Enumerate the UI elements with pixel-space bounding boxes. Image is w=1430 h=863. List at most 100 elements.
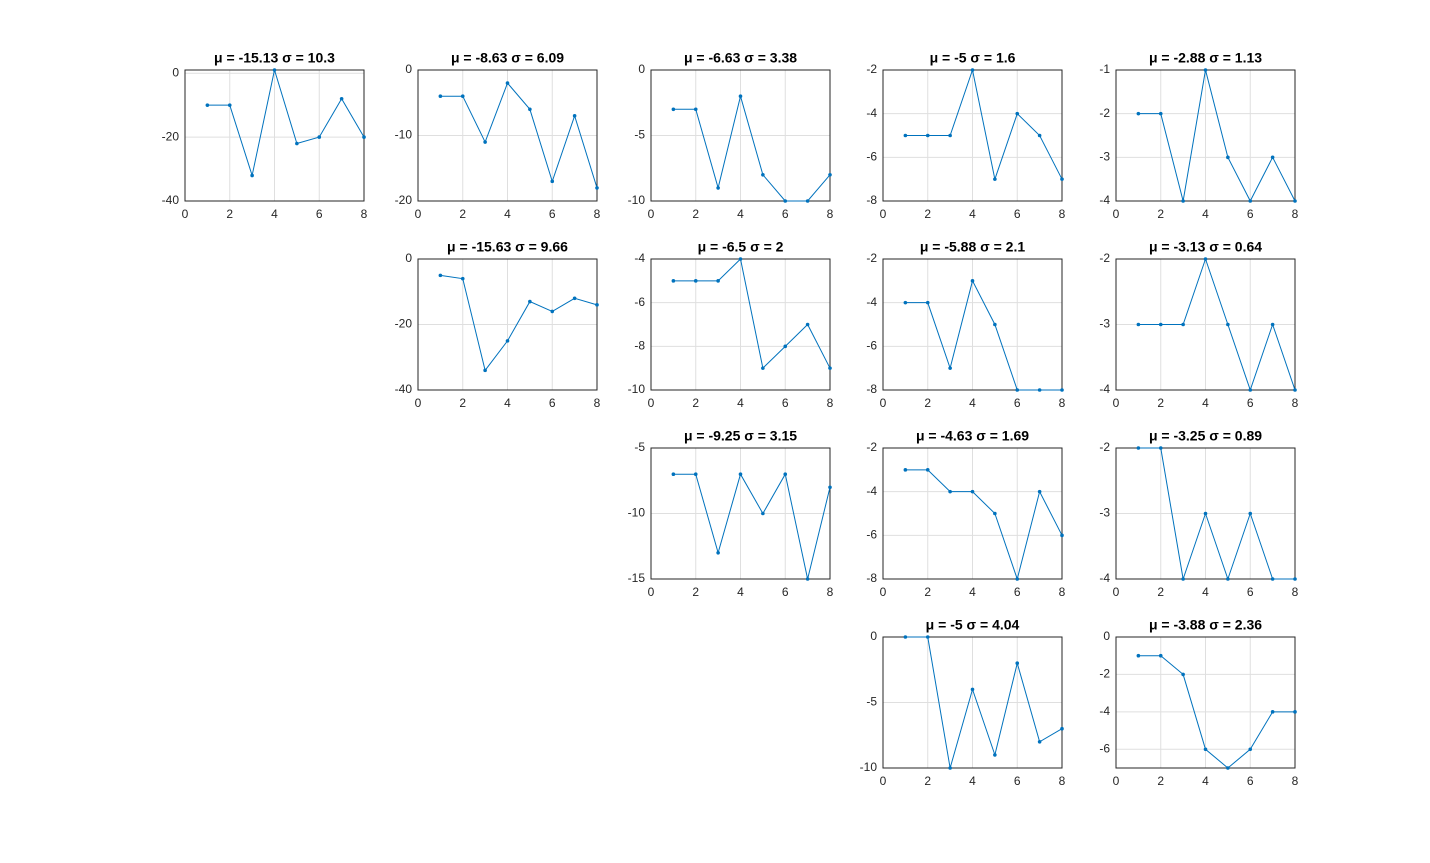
x-tick-label: 6 [316, 207, 323, 221]
x-tick-label: 4 [969, 207, 976, 221]
data-point [738, 94, 743, 98]
data-point [805, 199, 810, 203]
data-point [1158, 111, 1163, 116]
subplot: -10 -8 -6 -4 0 2 4 6 8 μ = -6.5 σ = 2 [628, 239, 834, 410]
data-line [1138, 69, 1296, 203]
y-tick-label: -3 [1099, 317, 1110, 331]
y-tick-label: -3 [1099, 150, 1110, 164]
data-point [483, 368, 487, 373]
chart-title: μ = -3.25 σ = 0.89 [1149, 428, 1262, 444]
chart-title: μ = -15.13 σ = 10.3 [214, 50, 335, 66]
x-tick-label: 4 [504, 207, 511, 221]
x-tick-label: 4 [1202, 396, 1209, 410]
data-point [528, 299, 532, 304]
data-line [673, 258, 831, 370]
chart-title: μ = -9.25 σ = 3.15 [684, 428, 797, 444]
y-tick-label: -2 [1099, 251, 1110, 265]
data-point [761, 511, 765, 516]
subplot: -15 -10 -5 0 2 4 6 8 μ = -9.25 σ = 3.15 [628, 428, 834, 599]
x-tick-label: 6 [1247, 396, 1254, 410]
data-point [1136, 446, 1141, 450]
x-tick-label: 2 [924, 396, 931, 410]
x-tick-label: 2 [924, 774, 931, 788]
data-point [505, 339, 510, 343]
data-line [207, 69, 365, 178]
x-tick-label: 4 [271, 207, 278, 221]
subplot: -10 -5 0 0 2 4 6 8 μ = -5 σ = 4.04 [860, 617, 1066, 788]
data-point [1226, 322, 1230, 327]
data-point [805, 322, 810, 327]
x-tick-label: 2 [1157, 396, 1164, 410]
y-tick-label: -4 [866, 106, 877, 120]
data-point [925, 635, 930, 639]
y-tick-label: -5 [866, 695, 877, 709]
x-tick-label: 6 [1014, 396, 1021, 410]
data-point [783, 472, 788, 477]
data-point [1270, 577, 1275, 581]
y-tick-label: -4 [1099, 704, 1110, 718]
y-tick-label: 0 [638, 62, 645, 76]
data-point [1037, 133, 1042, 138]
data-point [716, 186, 720, 190]
y-tick-label: -10 [395, 128, 413, 142]
data-point [948, 766, 952, 770]
x-tick-label: 6 [1247, 207, 1254, 221]
x-tick-label: 2 [1157, 207, 1164, 221]
x-tick-label: 8 [827, 585, 834, 599]
y-tick-label: -2 [866, 62, 877, 76]
x-tick-label: 0 [880, 585, 887, 599]
subplot: -4 -3 -2 -1 0 2 4 6 8 μ = -2.88 σ = 1.13 [1099, 50, 1298, 221]
x-tick-label: 0 [648, 207, 655, 221]
chart-title: μ = -5 σ = 1.6 [930, 50, 1016, 66]
data-point [925, 133, 930, 138]
data-point [925, 300, 930, 305]
data-point [1060, 533, 1064, 538]
data-point [1015, 388, 1020, 392]
x-tick-label: 6 [1247, 585, 1254, 599]
x-tick-label: 8 [1059, 207, 1066, 221]
axes-box [1115, 636, 1296, 769]
data-point [205, 103, 210, 107]
x-tick-label: 8 [1292, 585, 1299, 599]
x-tick-label: 2 [1157, 585, 1164, 599]
data-point [1203, 747, 1208, 752]
data-point [1270, 710, 1275, 714]
x-tick-label: 8 [1059, 585, 1066, 599]
data-point [1136, 653, 1141, 658]
x-tick-label: 4 [737, 396, 744, 410]
data-point [550, 179, 555, 184]
y-tick-label: -4 [1099, 382, 1110, 396]
data-point [1293, 577, 1297, 581]
axes-box [882, 447, 1063, 580]
data-point [550, 309, 555, 314]
data-point [738, 472, 743, 477]
y-tick-label: -2 [1099, 440, 1110, 454]
data-point [1015, 577, 1020, 581]
y-tick-label: -2 [866, 251, 877, 265]
y-tick-label: -4 [1099, 571, 1110, 585]
data-point [595, 303, 599, 307]
data-point [1158, 446, 1163, 450]
data-point [970, 279, 975, 283]
data-point [1226, 155, 1230, 160]
y-tick-label: -10 [628, 382, 646, 396]
x-tick-label: 2 [1157, 774, 1164, 788]
data-point [828, 366, 832, 370]
x-tick-label: 8 [1059, 774, 1066, 788]
y-tick-label: -4 [866, 295, 877, 309]
subplot: -10 -5 0 0 2 4 6 8 μ = -6.63 σ = 3.38 [628, 50, 834, 221]
data-point [528, 107, 532, 112]
x-tick-label: 4 [504, 396, 511, 410]
y-tick-label: -2 [1099, 106, 1110, 120]
x-tick-label: 0 [1113, 585, 1120, 599]
x-tick-label: 0 [648, 585, 655, 599]
data-point [1158, 653, 1163, 658]
x-tick-label: 0 [880, 396, 887, 410]
chart-title: μ = -2.88 σ = 1.13 [1149, 50, 1262, 66]
data-point [505, 81, 510, 85]
x-tick-label: 0 [648, 396, 655, 410]
data-point [1136, 111, 1141, 116]
x-tick-label: 8 [1292, 396, 1299, 410]
chart-title: μ = -8.63 σ = 6.09 [451, 50, 564, 66]
